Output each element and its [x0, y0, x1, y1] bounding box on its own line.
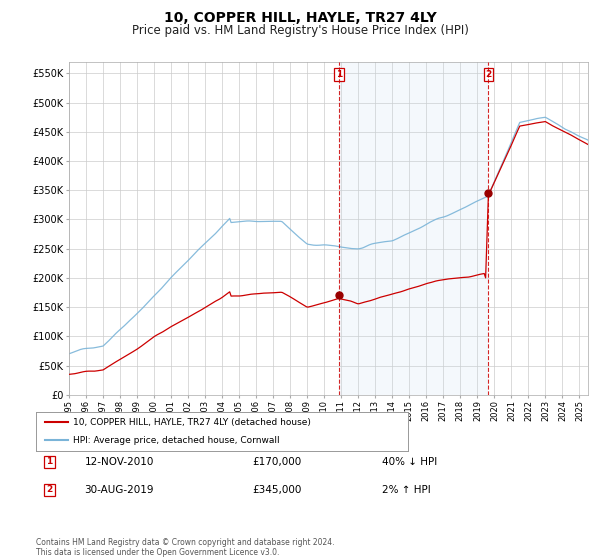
Text: 10, COPPER HILL, HAYLE, TR27 4LY (detached house): 10, COPPER HILL, HAYLE, TR27 4LY (detach…	[73, 418, 311, 427]
Bar	[339, 62, 488, 395]
Text: Price paid vs. HM Land Registry's House Price Index (HPI): Price paid vs. HM Land Registry's House …	[131, 24, 469, 36]
Text: 2: 2	[485, 70, 491, 79]
Text: £170,000: £170,000	[252, 457, 301, 467]
Text: 1: 1	[336, 70, 342, 79]
Text: 10, COPPER HILL, HAYLE, TR27 4LY: 10, COPPER HILL, HAYLE, TR27 4LY	[164, 11, 436, 25]
Text: 40% ↓ HPI: 40% ↓ HPI	[382, 457, 437, 467]
Text: 1: 1	[46, 458, 53, 466]
Text: Contains HM Land Registry data © Crown copyright and database right 2024.
This d: Contains HM Land Registry data © Crown c…	[36, 538, 335, 557]
Text: 2: 2	[46, 486, 53, 494]
Text: HPI: Average price, detached house, Cornwall: HPI: Average price, detached house, Corn…	[73, 436, 280, 445]
Text: 30-AUG-2019: 30-AUG-2019	[85, 485, 154, 495]
Text: 2% ↑ HPI: 2% ↑ HPI	[382, 485, 430, 495]
Text: £345,000: £345,000	[252, 485, 301, 495]
Text: 12-NOV-2010: 12-NOV-2010	[85, 457, 154, 467]
